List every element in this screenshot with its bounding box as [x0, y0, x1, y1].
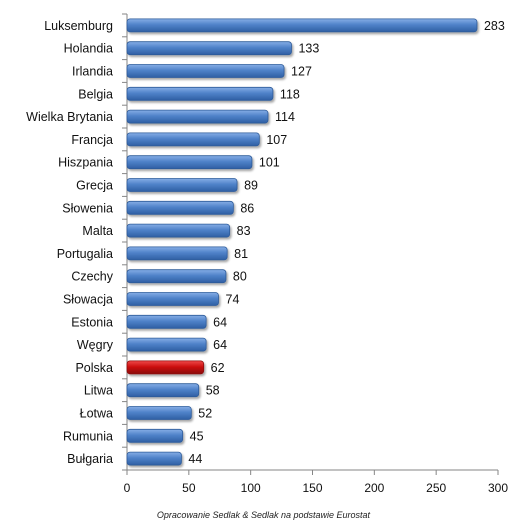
bar	[126, 223, 231, 238]
value-label: 114	[275, 110, 295, 124]
value-label: 64	[213, 315, 227, 329]
category-label: Bułgaria	[67, 452, 113, 466]
value-label: 86	[240, 201, 254, 215]
value-label: 58	[206, 384, 220, 398]
bar	[126, 337, 207, 352]
axes: 0 50 100 150 200 250 300	[122, 13, 508, 495]
bar	[126, 269, 227, 284]
value-label: 89	[244, 179, 258, 193]
bar	[126, 178, 238, 192]
bar	[126, 428, 184, 443]
bar	[126, 292, 219, 306]
bar	[126, 406, 192, 420]
category-label: Estonia	[71, 315, 113, 329]
bar	[126, 132, 260, 147]
value-label: 127	[291, 65, 312, 79]
category-label: Grecja	[76, 179, 113, 193]
bar	[126, 383, 200, 398]
labels: Luksemburg 283 Holandia 133 Irlandia 127 Belgi…	[26, 19, 505, 466]
value-label: 45	[190, 429, 204, 443]
category-label: Holandia	[64, 42, 113, 56]
x-tick-label: 50	[182, 481, 196, 495]
category-label: Węgry	[77, 338, 114, 352]
x-tick-label: 300	[488, 481, 508, 495]
value-label: 133	[298, 42, 319, 56]
category-label: Luksemburg	[44, 19, 113, 33]
value-label: 62	[211, 361, 225, 375]
category-label: Portugalia	[57, 247, 113, 261]
bar	[126, 451, 182, 466]
value-label: 74	[226, 293, 240, 307]
value-label: 107	[266, 133, 287, 147]
value-label: 52	[198, 407, 212, 421]
value-label: 80	[233, 270, 247, 284]
category-label: Czechy	[71, 270, 113, 284]
bar	[126, 109, 269, 124]
bar	[126, 155, 253, 170]
bar	[126, 246, 228, 261]
bar	[126, 41, 292, 56]
bar	[126, 64, 285, 78]
category-label: Francja	[71, 133, 113, 147]
x-tick-label: 200	[364, 481, 384, 495]
value-label: 118	[280, 87, 300, 101]
category-label: Rumunia	[63, 429, 113, 443]
bars	[126, 18, 478, 466]
category-label: Słowenia	[62, 201, 113, 215]
category-label: Wielka Brytania	[26, 110, 113, 124]
category-label: Polska	[75, 361, 113, 375]
value-label: 81	[234, 247, 248, 261]
category-label: Słowacja	[63, 293, 113, 307]
bar	[126, 86, 274, 101]
bar-highlight	[126, 360, 205, 375]
category-label: Łotwa	[80, 407, 113, 421]
category-label: Litwa	[84, 384, 113, 398]
source-note: Opracowanie Sedlak & Sedlak na podstawie…	[156, 510, 371, 520]
bar	[126, 18, 478, 33]
x-tick-label: 100	[241, 481, 261, 495]
x-tick-label: 150	[302, 481, 322, 495]
value-label: 64	[213, 338, 227, 352]
category-label: Hiszpania	[58, 156, 113, 170]
value-label: 83	[237, 224, 251, 238]
category-label: Belgia	[78, 87, 113, 101]
category-label: Malta	[82, 224, 113, 238]
bar	[126, 314, 207, 329]
x-tick-label: 0	[124, 481, 131, 495]
value-label: 101	[259, 156, 280, 170]
x-tick-label: 250	[426, 481, 446, 495]
category-label: Irlandia	[72, 65, 113, 79]
bar	[126, 200, 234, 215]
value-label: 44	[188, 452, 202, 466]
value-label: 283	[484, 19, 505, 33]
